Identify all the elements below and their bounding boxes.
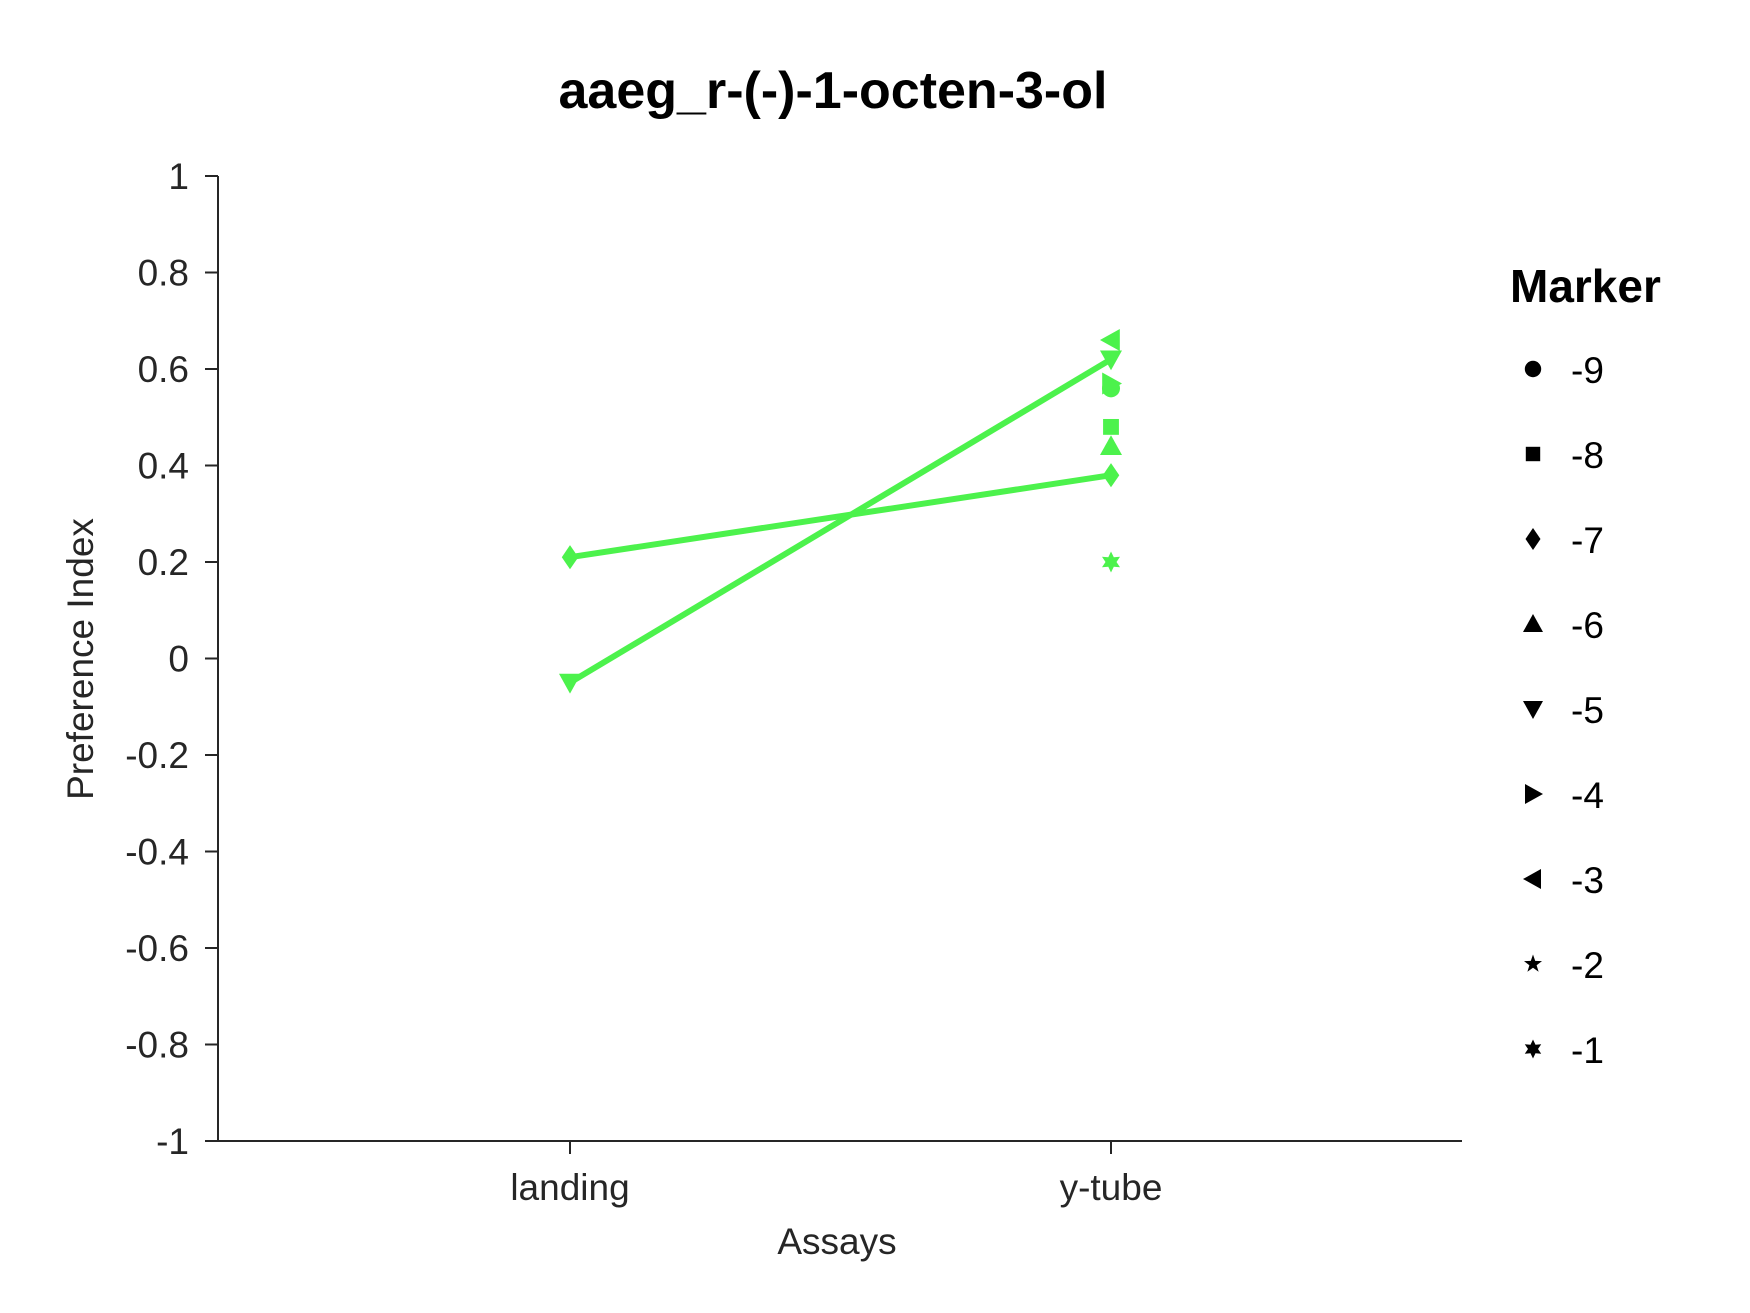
y-tick-label: -0.2 xyxy=(125,735,189,776)
series-line-diamond xyxy=(569,472,1112,561)
y-tick-label: -0.8 xyxy=(125,1025,189,1066)
axes xyxy=(217,176,1462,1142)
x-tick-label: landing xyxy=(510,1167,629,1208)
data-point-square xyxy=(1103,418,1119,435)
legend-label: -7 xyxy=(1571,520,1604,561)
y-tick-label: 0.8 xyxy=(138,253,189,294)
legend-marker-diamond xyxy=(1525,528,1541,550)
y-tick-label: -1 xyxy=(156,1121,189,1162)
y-tick-label: 0.2 xyxy=(138,542,189,583)
x-tick-label: y-tube xyxy=(1060,1167,1163,1208)
y-tick-label: -0.6 xyxy=(125,928,189,969)
series-layer xyxy=(559,329,1122,694)
legend-label: -9 xyxy=(1571,350,1604,391)
data-point-diamond xyxy=(561,545,579,570)
chart-title: aaeg_r-(-)-1-octen-3-ol xyxy=(559,62,1108,120)
legend-marker-triangle-down xyxy=(1523,701,1543,719)
y-tick-label: 0 xyxy=(168,639,189,680)
data-point-triangle-down xyxy=(1100,350,1122,371)
y-tick-label: 1 xyxy=(168,156,189,197)
x-axis-label: Assays xyxy=(777,1221,896,1262)
y-tick-label: -0.4 xyxy=(125,832,189,873)
legend-marker-pentagram xyxy=(1524,954,1542,972)
y-tick-label: 0.4 xyxy=(138,446,189,487)
legend-marker-triangle-up xyxy=(1523,614,1543,632)
data-point-hexagram xyxy=(1102,551,1120,573)
data-point-diamond xyxy=(1102,463,1120,488)
data-point-triangle-up xyxy=(1100,435,1122,455)
legend-label: -5 xyxy=(1571,690,1604,731)
legend-label: -2 xyxy=(1571,945,1604,986)
y-tick-label: 0.6 xyxy=(138,349,189,390)
legend-label: -8 xyxy=(1571,435,1604,476)
legend: Marker -9 -8 -7 -6 -5 -4 -3 -2 -1 xyxy=(1510,260,1661,1071)
data-point-triangle-right xyxy=(1102,372,1122,395)
series-line-triangle-down xyxy=(568,356,1113,686)
y-ticks: 1 0.8 0.6 0.4 0.2 0 -0.2 -0.4 -0.6 -0.8 -1 xyxy=(125,156,218,1162)
legend-title: Marker xyxy=(1510,260,1661,312)
legend-label: -1 xyxy=(1571,1030,1604,1071)
legend-label: -6 xyxy=(1571,605,1604,646)
data-point-triangle-down xyxy=(559,673,581,694)
legend-label: -3 xyxy=(1571,860,1604,901)
legend-marker-hexagram xyxy=(1524,1039,1542,1059)
legend-marker-triangle-left xyxy=(1523,869,1541,889)
legend-marker-triangle-right xyxy=(1525,784,1543,804)
legend-marker-square xyxy=(1525,446,1541,462)
x-ticks: landing y-tube xyxy=(510,1141,1162,1208)
legend-label: -4 xyxy=(1571,775,1604,816)
y-axis-label: Preference Index xyxy=(60,518,101,800)
legend-marker-circle xyxy=(1524,360,1542,378)
data-point-triangle-left xyxy=(1100,329,1120,351)
